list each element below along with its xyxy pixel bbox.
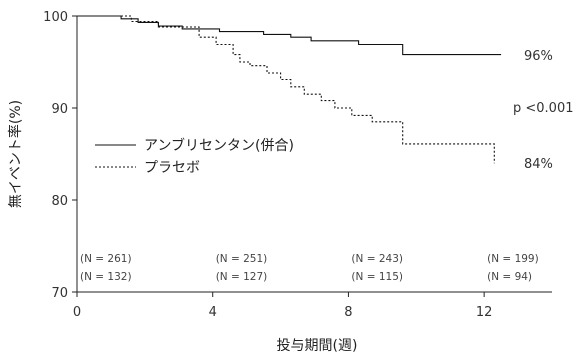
end-label-series-1: 96% xyxy=(524,49,553,64)
at-risk-label: (N = 115) xyxy=(351,271,403,283)
axis-ticks: 0 4 8 12 70 80 90 100 xyxy=(43,10,492,320)
at-risk-label: (N = 243) xyxy=(351,253,403,265)
y-tick-label-100: 100 xyxy=(43,10,68,25)
end-label-series-2: 84% xyxy=(524,157,553,172)
x-tick-label-12: 12 xyxy=(476,305,493,320)
legend: アンブリセンタン(併合) プラセボ xyxy=(95,137,294,176)
y-tick-label-90: 90 xyxy=(51,102,68,117)
at-risk-label: (N = 127) xyxy=(216,271,268,283)
y-tick-label-80: 80 xyxy=(51,194,68,209)
y-tick-label-70: 70 xyxy=(51,286,68,301)
y-axis-title: 無イベント率(%) xyxy=(7,100,24,208)
x-tick-label-4: 4 xyxy=(209,305,217,320)
series-line-1 xyxy=(77,15,502,56)
p-value-label: p <0.001 xyxy=(513,101,574,116)
at-risk-label: (N = 94) xyxy=(487,271,532,283)
x-tick-label-0: 0 xyxy=(73,305,81,320)
at-risk-table: (N = 261) (N = 251) (N = 243) (N = 199) (N =… xyxy=(80,253,539,283)
series-line-2 xyxy=(77,15,495,164)
series-group xyxy=(77,15,502,164)
x-axis-title: 投与期間(週) xyxy=(277,338,358,354)
at-risk-label: (N = 261) xyxy=(80,253,132,265)
at-risk-label: (N = 199) xyxy=(487,253,539,265)
legend-label-series-1: アンブリセンタン(併合) xyxy=(144,137,294,154)
at-risk-label: (N = 132) xyxy=(80,271,132,283)
x-tick-label-8: 8 xyxy=(344,305,352,320)
at-risk-label: (N = 251) xyxy=(216,253,268,265)
legend-label-series-2: プラセボ xyxy=(144,160,200,176)
